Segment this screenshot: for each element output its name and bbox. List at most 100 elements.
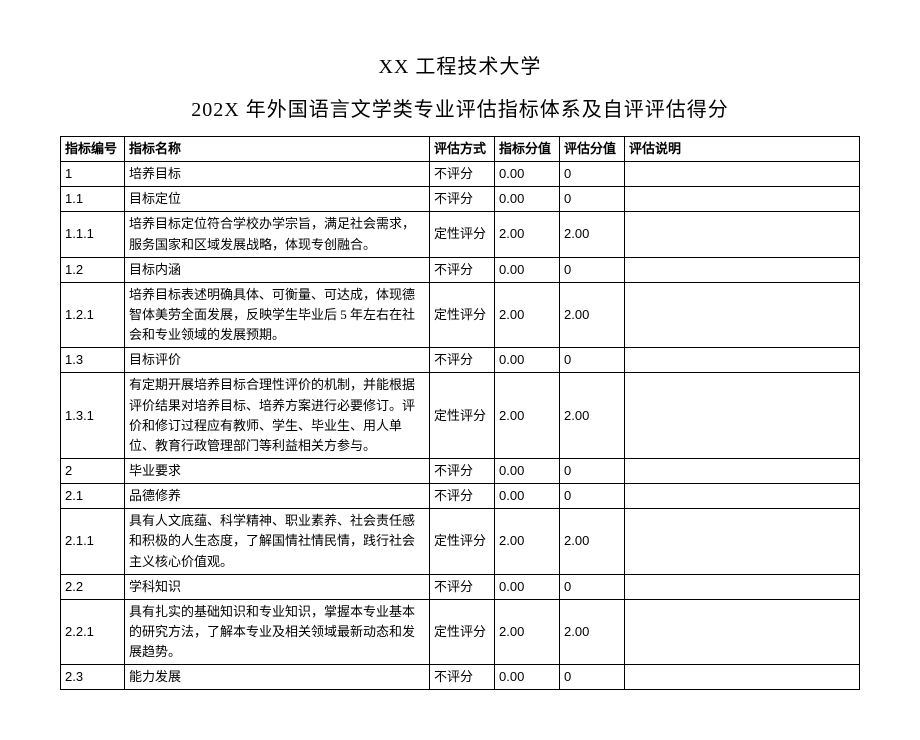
table-row: 2.2学科知识不评分0.000 xyxy=(61,574,860,599)
cell-score: 0.00 xyxy=(495,257,560,282)
cell-score: 0.00 xyxy=(495,458,560,483)
cell-desc xyxy=(625,458,860,483)
cell-name: 目标定位 xyxy=(125,187,430,212)
col-header-eval: 评估分值 xyxy=(560,137,625,162)
col-header-name: 指标名称 xyxy=(125,137,430,162)
cell-score: 2.00 xyxy=(495,599,560,664)
cell-score: 2.00 xyxy=(495,212,560,257)
cell-score: 2.00 xyxy=(495,282,560,347)
cell-name: 能力发展 xyxy=(125,665,430,690)
table-row: 1.2目标内涵不评分0.000 xyxy=(61,257,860,282)
cell-desc xyxy=(625,484,860,509)
cell-desc xyxy=(625,212,860,257)
cell-mode: 定性评分 xyxy=(430,212,495,257)
col-header-score: 指标分值 xyxy=(495,137,560,162)
cell-id: 1.3 xyxy=(61,348,125,373)
cell-eval: 0 xyxy=(560,162,625,187)
cell-mode: 定性评分 xyxy=(430,373,495,459)
cell-desc xyxy=(625,257,860,282)
cell-desc xyxy=(625,665,860,690)
cell-score: 0.00 xyxy=(495,484,560,509)
table-row: 1.3目标评价不评分0.000 xyxy=(61,348,860,373)
cell-id: 1.1.1 xyxy=(61,212,125,257)
cell-name: 有定期开展培养目标合理性评价的机制，并能根据评价结果对培养目标、培养方案进行必要… xyxy=(125,373,430,459)
cell-desc xyxy=(625,599,860,664)
cell-name: 目标评价 xyxy=(125,348,430,373)
cell-desc xyxy=(625,348,860,373)
table-row: 1.1.1培养目标定位符合学校办学宗旨，满足社会需求，服务国家和区域发展战略，体… xyxy=(61,212,860,257)
cell-name: 品德修养 xyxy=(125,484,430,509)
table-header-row: 指标编号 指标名称 评估方式 指标分值 评估分值 评估说明 xyxy=(61,137,860,162)
table-row: 1.3.1有定期开展培养目标合理性评价的机制，并能根据评价结果对培养目标、培养方… xyxy=(61,373,860,459)
cell-name: 培养目标定位符合学校办学宗旨，满足社会需求，服务国家和区域发展战略，体现专创融合… xyxy=(125,212,430,257)
cell-id: 2.3 xyxy=(61,665,125,690)
cell-name: 具有人文底蕴、科学精神、职业素养、社会责任感和积极的人生态度，了解国情社情民情，… xyxy=(125,509,430,574)
cell-mode: 定性评分 xyxy=(430,282,495,347)
cell-mode: 定性评分 xyxy=(430,509,495,574)
cell-desc xyxy=(625,373,860,459)
cell-mode: 定性评分 xyxy=(430,599,495,664)
cell-name: 毕业要求 xyxy=(125,458,430,483)
cell-id: 1.3.1 xyxy=(61,373,125,459)
cell-mode: 不评分 xyxy=(430,458,495,483)
cell-mode: 不评分 xyxy=(430,348,495,373)
cell-eval: 0 xyxy=(560,458,625,483)
cell-eval: 0 xyxy=(560,574,625,599)
cell-desc xyxy=(625,187,860,212)
cell-id: 2.1.1 xyxy=(61,509,125,574)
cell-name: 学科知识 xyxy=(125,574,430,599)
cell-mode: 不评分 xyxy=(430,257,495,282)
cell-eval: 0 xyxy=(560,665,625,690)
page-title-line1: XX 工程技术大学 xyxy=(60,50,860,79)
cell-score: 0.00 xyxy=(495,187,560,212)
cell-id: 2.2 xyxy=(61,574,125,599)
table-row: 1.1目标定位不评分0.000 xyxy=(61,187,860,212)
cell-desc xyxy=(625,162,860,187)
cell-name: 培养目标 xyxy=(125,162,430,187)
cell-eval: 2.00 xyxy=(560,373,625,459)
cell-eval: 0 xyxy=(560,187,625,212)
cell-id: 2.1 xyxy=(61,484,125,509)
cell-score: 2.00 xyxy=(495,373,560,459)
cell-score: 0.00 xyxy=(495,574,560,599)
cell-name: 具有扎实的基础知识和专业知识，掌握本专业基本的研究方法，了解本专业及相关领域最新… xyxy=(125,599,430,664)
cell-id: 1.2 xyxy=(61,257,125,282)
table-row: 2.3能力发展不评分0.000 xyxy=(61,665,860,690)
cell-eval: 2.00 xyxy=(560,509,625,574)
cell-eval: 0 xyxy=(560,348,625,373)
cell-mode: 不评分 xyxy=(430,574,495,599)
cell-score: 0.00 xyxy=(495,162,560,187)
table-row: 1.2.1培养目标表述明确具体、可衡量、可达成，体现德智体美劳全面发展，反映学生… xyxy=(61,282,860,347)
col-header-desc: 评估说明 xyxy=(625,137,860,162)
cell-desc xyxy=(625,509,860,574)
cell-id: 1.1 xyxy=(61,187,125,212)
table-row: 2.1.1具有人文底蕴、科学精神、职业素养、社会责任感和积极的人生态度，了解国情… xyxy=(61,509,860,574)
page-title-line2: 202X 年外国语言文学类专业评估指标体系及自评评估得分 xyxy=(60,93,860,122)
cell-score: 0.00 xyxy=(495,665,560,690)
cell-name: 培养目标表述明确具体、可衡量、可达成，体现德智体美劳全面发展，反映学生毕业后 5… xyxy=(125,282,430,347)
table-row: 2.1品德修养不评分0.000 xyxy=(61,484,860,509)
cell-eval: 2.00 xyxy=(560,599,625,664)
col-header-mode: 评估方式 xyxy=(430,137,495,162)
cell-mode: 不评分 xyxy=(430,162,495,187)
cell-desc xyxy=(625,282,860,347)
cell-eval: 0 xyxy=(560,257,625,282)
cell-eval: 0 xyxy=(560,484,625,509)
cell-id: 2 xyxy=(61,458,125,483)
cell-name: 目标内涵 xyxy=(125,257,430,282)
cell-mode: 不评分 xyxy=(430,484,495,509)
cell-mode: 不评分 xyxy=(430,665,495,690)
cell-score: 0.00 xyxy=(495,348,560,373)
cell-desc xyxy=(625,574,860,599)
table-row: 2.2.1具有扎实的基础知识和专业知识，掌握本专业基本的研究方法，了解本专业及相… xyxy=(61,599,860,664)
col-header-id: 指标编号 xyxy=(61,137,125,162)
cell-eval: 2.00 xyxy=(560,282,625,347)
cell-eval: 2.00 xyxy=(560,212,625,257)
cell-score: 2.00 xyxy=(495,509,560,574)
cell-id: 1 xyxy=(61,162,125,187)
cell-mode: 不评分 xyxy=(430,187,495,212)
table-row: 1培养目标不评分0.000 xyxy=(61,162,860,187)
table-row: 2毕业要求不评分0.000 xyxy=(61,458,860,483)
cell-id: 2.2.1 xyxy=(61,599,125,664)
cell-id: 1.2.1 xyxy=(61,282,125,347)
